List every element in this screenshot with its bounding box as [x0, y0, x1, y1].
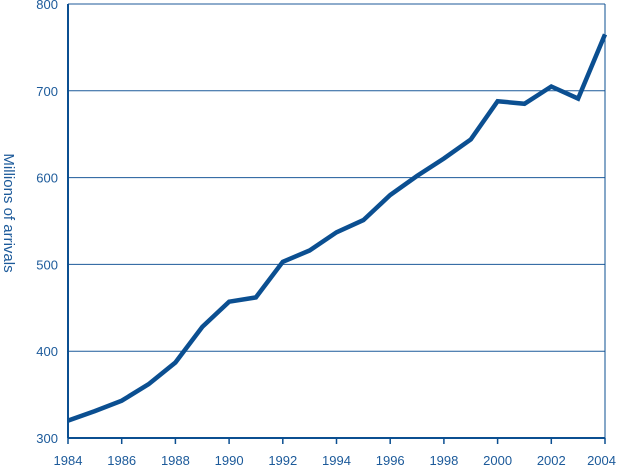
y-tick-label: 800	[36, 0, 58, 12]
x-tick-label: 1986	[107, 453, 136, 467]
y-axis-title: Millions of arrivals	[0, 153, 17, 272]
gridlines	[68, 3, 605, 352]
x-tick-label: 2000	[483, 453, 512, 467]
y-tick-label: 700	[36, 84, 58, 99]
x-tick-label: 1996	[376, 453, 405, 467]
x-tick-label: 2002	[537, 453, 566, 467]
series-line-0	[67, 33, 608, 423]
y-tick-label: 400	[36, 344, 58, 359]
x-tick-label: 1994	[322, 453, 351, 467]
y-tick-label: 300	[36, 431, 58, 446]
axes	[67, 4, 606, 444]
y-tick-label: 500	[36, 257, 58, 272]
x-tick-label: 1992	[268, 453, 297, 467]
x-tick-label: 1988	[161, 453, 190, 467]
x-tick-label: 2004	[587, 453, 616, 467]
x-tick-label: 1998	[429, 453, 458, 467]
x-tick-label: 1990	[215, 453, 244, 467]
x-tick-label: 1984	[54, 453, 83, 467]
x-tick-labels: 1984 1986 1988 1990 1992 1994 1996 1998 2000 2002…	[54, 453, 616, 467]
y-tick-label: 600	[36, 171, 58, 186]
series-layer	[67, 33, 608, 423]
y-tick-labels: 300 400 500 600 700 800	[36, 0, 58, 446]
